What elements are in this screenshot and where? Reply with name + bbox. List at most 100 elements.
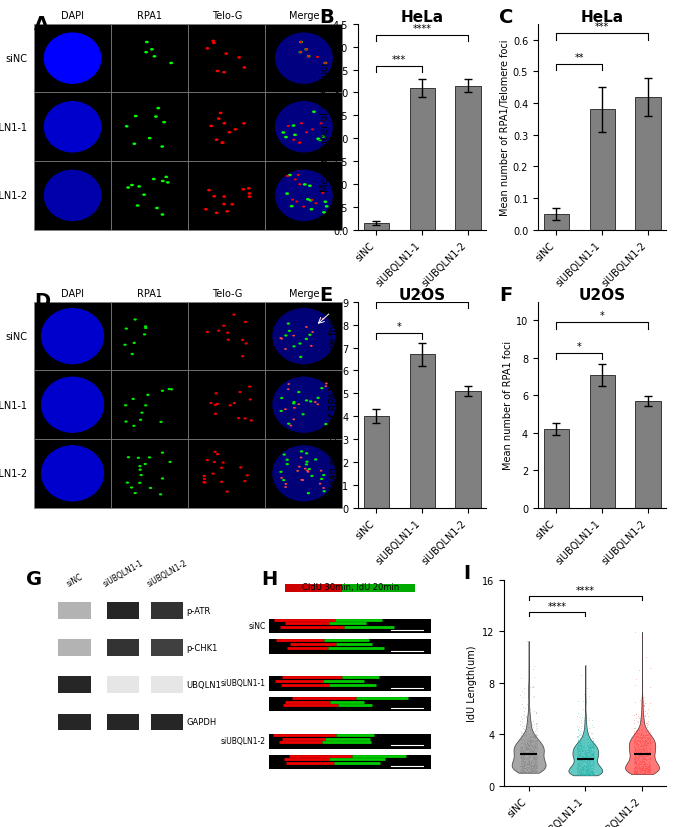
Point (527, 739, 538, 753)
Point (636, 731, 647, 744)
Point (588, 767, 598, 780)
Circle shape (293, 134, 297, 137)
Point (643, 739, 653, 752)
Point (526, 731, 537, 744)
Point (575, 739, 585, 752)
Point (632, 738, 643, 751)
Point (530, 764, 541, 777)
Point (522, 752, 532, 765)
Point (524, 762, 535, 775)
Point (583, 762, 594, 776)
Point (526, 681, 537, 694)
Circle shape (228, 131, 231, 134)
Point (581, 748, 592, 762)
Point (530, 747, 541, 760)
Circle shape (241, 189, 245, 191)
Point (585, 767, 596, 781)
Text: 5 μm: 5 μm (399, 691, 415, 696)
Y-axis label: Mean number of RPA1/Telomere foci: Mean number of RPA1/Telomere foci (500, 40, 510, 216)
Point (577, 763, 588, 777)
Point (587, 741, 598, 754)
Point (575, 739, 586, 752)
Circle shape (311, 129, 314, 131)
Point (581, 762, 592, 775)
Point (579, 744, 590, 758)
Point (575, 734, 585, 748)
Point (574, 743, 585, 756)
Point (572, 742, 583, 755)
Point (583, 741, 594, 754)
Point (573, 755, 584, 768)
Point (572, 761, 583, 774)
Circle shape (245, 343, 248, 345)
Point (630, 767, 641, 780)
Point (577, 749, 588, 762)
Point (630, 754, 641, 767)
Point (577, 762, 588, 775)
Point (518, 734, 529, 747)
Point (630, 734, 641, 748)
Point (521, 743, 532, 756)
Point (633, 761, 644, 774)
Point (584, 733, 595, 746)
Point (527, 729, 538, 743)
Point (585, 742, 596, 755)
Circle shape (324, 201, 327, 203)
Point (526, 748, 537, 762)
Circle shape (299, 52, 303, 55)
Point (581, 762, 592, 776)
Bar (544, 429, 569, 508)
Bar (456, 87, 481, 231)
Point (645, 742, 656, 755)
Point (584, 760, 595, 773)
Circle shape (143, 334, 146, 336)
Point (516, 715, 527, 729)
Point (581, 749, 592, 762)
Point (575, 765, 586, 778)
Bar (188, 25, 265, 93)
Point (635, 744, 646, 758)
Point (632, 726, 643, 739)
Bar (265, 162, 343, 231)
Point (644, 733, 655, 746)
Point (522, 714, 533, 727)
Point (583, 761, 594, 774)
Point (528, 759, 539, 772)
Point (643, 765, 654, 778)
Point (528, 734, 539, 748)
Point (530, 716, 541, 729)
Point (629, 755, 640, 768)
Point (573, 734, 584, 748)
Point (516, 762, 527, 775)
Bar (58, 639, 90, 656)
Circle shape (131, 353, 134, 356)
Point (632, 724, 643, 737)
Point (572, 758, 583, 771)
Point (528, 740, 539, 753)
Point (638, 755, 649, 768)
Circle shape (296, 471, 299, 472)
Point (574, 764, 585, 777)
Point (572, 751, 583, 764)
Y-axis label: Mean number of RPA1 foci: Mean number of RPA1 foci (503, 341, 513, 470)
Text: ***: *** (595, 22, 609, 32)
Point (633, 750, 644, 763)
Text: ****: **** (576, 586, 595, 595)
Text: siUBQLN1-1: siUBQLN1-1 (221, 678, 266, 687)
Point (638, 738, 649, 751)
Point (531, 741, 542, 754)
Point (577, 739, 588, 753)
Point (629, 751, 640, 764)
Point (527, 765, 538, 778)
Point (573, 747, 584, 760)
Point (524, 729, 535, 743)
Point (635, 767, 646, 781)
Point (573, 730, 583, 743)
Point (527, 743, 538, 757)
Point (572, 753, 583, 767)
Text: siUBQLN1-1: siUBQLN1-1 (0, 400, 28, 410)
Point (529, 730, 540, 743)
Point (530, 742, 541, 755)
Point (632, 723, 643, 736)
Point (641, 706, 652, 719)
